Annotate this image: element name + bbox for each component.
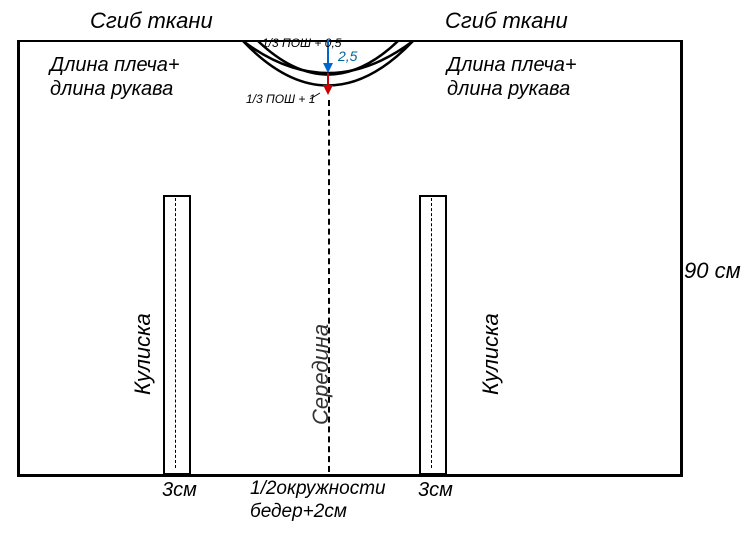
kuliska-left-dash [175,198,176,468]
arrow-blue-head [323,63,333,73]
label-formula-top: 1/3 ПОШ + 0,5 [262,36,341,50]
kuliska-right-dash [431,198,432,468]
label-height: 90 см [684,258,741,284]
arrow-red-head [323,85,333,95]
label-hip-1: 1/2окружности [250,478,386,501]
label-3cm-left: 3см [162,478,197,502]
kuliska-right-box [419,195,447,475]
label-kuliska-left: Кулиска [130,313,156,395]
label-formula-bottom: 1/3 ПОШ + 1 [246,92,315,106]
label-3cm-right: 3см [418,478,453,502]
label-hip-2: бедер+2см [250,501,347,524]
kuliska-left-box [163,195,191,475]
label-middle: Середина [308,324,334,425]
pattern-diagram: Сгиб ткани Сгиб ткани Длина плеча+ длина… [0,0,750,537]
neckline-svg [0,0,750,150]
label-kuliska-right: Кулиска [478,313,504,395]
label-neck-depth: 2,5 [338,48,357,64]
